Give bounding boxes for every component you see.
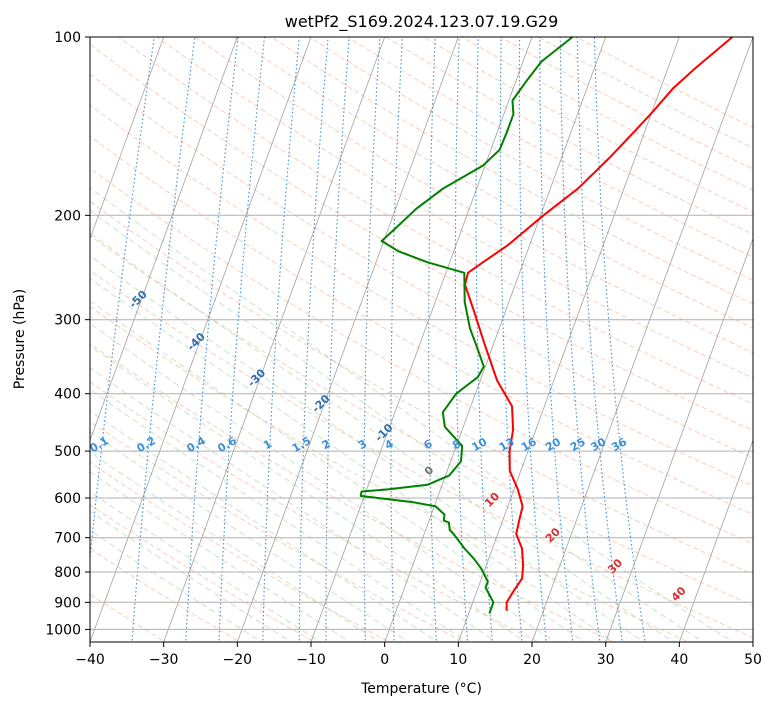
isotherm-line: [90, 37, 165, 240]
mixing-ratio-line: [559, 37, 601, 642]
x-axis: −40 −30 −20 −10 0 10 20 30 40 50: [75, 642, 762, 668]
y-tick-label: 100: [54, 30, 81, 46]
y-tick-label: 300: [54, 313, 81, 329]
x-tick-label: −20: [223, 652, 253, 668]
isotherm-line: [531, 37, 753, 642]
isotherm-line: [457, 37, 680, 642]
dewpoint-line: [359, 37, 574, 614]
x-tick-label: −30: [149, 652, 179, 668]
dry-adiabat-line: [90, 461, 391, 642]
dry-adiabat-line: [90, 135, 753, 516]
moist-adiabat-line: [90, 451, 381, 642]
chart-title: wetPf2_S169.2024.123.07.19.G29: [285, 12, 559, 32]
x-tick-label: 30: [597, 652, 615, 668]
y-tick-label: 600: [54, 491, 81, 507]
isotherm-line: [90, 37, 238, 442]
y-tick-label: 1000: [45, 622, 81, 638]
mixing-ratio-line: [593, 37, 646, 642]
x-tick-label: 20: [523, 652, 541, 668]
isotherm-line: [310, 37, 533, 642]
dry-adiabat-line: [156, 37, 753, 379]
dry-adiabat-line: [90, 73, 753, 459]
y-tick-label: 800: [54, 565, 81, 581]
dry-adiabat-line: [194, 37, 753, 354]
moist-adiabat-line: [90, 187, 735, 642]
y-tick-label: 500: [54, 444, 81, 460]
moist-adiabat-line: [90, 430, 410, 642]
isotherm-line: [236, 37, 459, 642]
series-lines: [359, 37, 734, 614]
x-tick-label: 40: [670, 652, 688, 668]
dry-adiabat-line: [270, 37, 753, 305]
dry-adiabat-line: [90, 269, 753, 639]
isotherm-line: [90, 37, 312, 642]
moist-adiabat-line: [90, 410, 439, 642]
dry-adiabat-line: [90, 200, 753, 575]
x-tick-label: 0: [380, 652, 389, 668]
x-tick-label: 50: [744, 652, 762, 668]
mixing-ratio-line: [576, 37, 623, 642]
moist-adiabat-line: [90, 471, 351, 642]
plot-frame: [89, 36, 754, 643]
y-tick-label: 400: [54, 387, 81, 403]
x-axis-label: Temperature (°C): [360, 681, 482, 697]
dry-adiabat-line: [90, 104, 753, 487]
moist-adiabat-line: [90, 232, 675, 642]
isotherm-line: [384, 37, 607, 642]
y-tick-label: 200: [54, 208, 81, 224]
y-axis-label: Pressure (hPa): [12, 289, 28, 389]
isotherm-line: [605, 237, 753, 642]
temperature-line: [464, 37, 734, 611]
dry-adiabat-line: [90, 167, 753, 545]
y-tick-label: 700: [54, 531, 81, 547]
y-axis: 100 200 300 400 500 600 700 800 900 1000: [45, 30, 90, 638]
dry-adiabat-line: [232, 37, 753, 329]
moist-adiabat-line: [90, 209, 705, 642]
x-tick-label: −40: [75, 652, 105, 668]
grid-lines: [90, 37, 753, 642]
x-tick-label: 10: [449, 652, 467, 668]
isotherm-line: [163, 37, 386, 642]
y-tick-label: 900: [54, 595, 81, 611]
isotherm-line: [678, 439, 753, 642]
x-tick-label: −10: [296, 652, 326, 668]
